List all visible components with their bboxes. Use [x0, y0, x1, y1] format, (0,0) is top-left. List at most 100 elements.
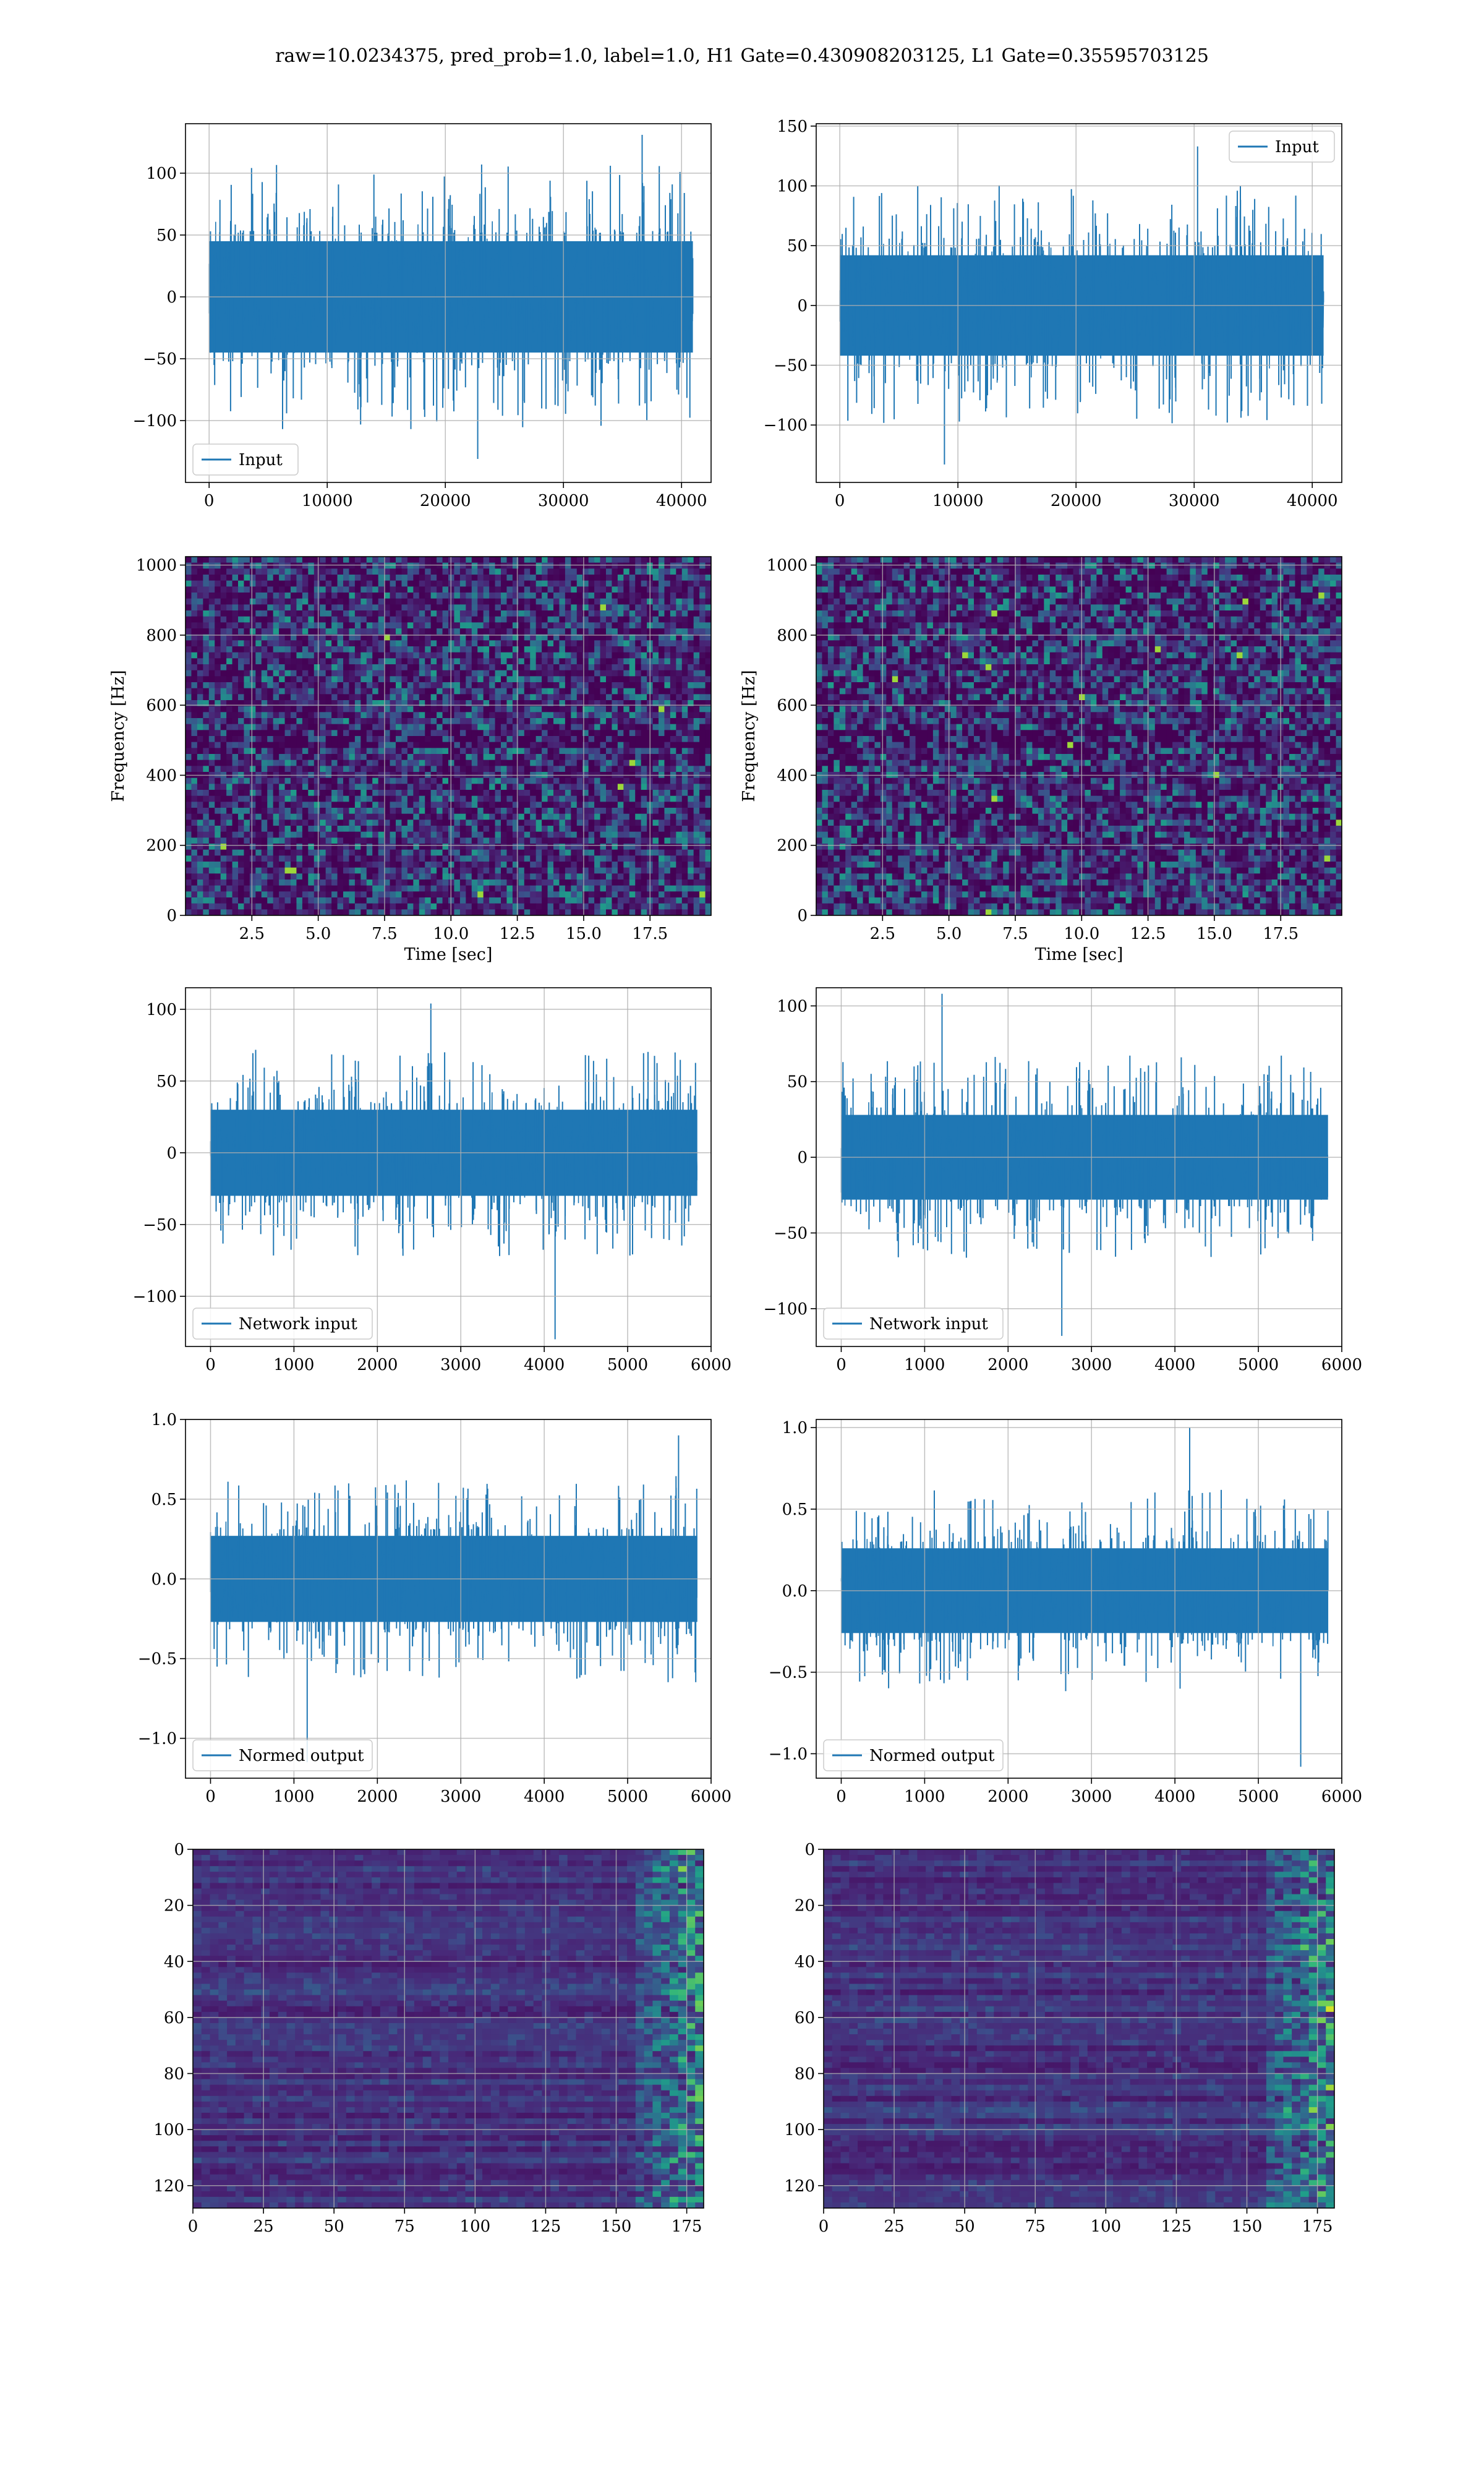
x-tick-label: 1000: [273, 1787, 314, 1806]
chart-row4-left: 0 1000 2000 3000 4000 5000 6000 −1.0 −0.5 0.0 0.5 1…: [138, 1411, 731, 1806]
x-tick-label: 7.5: [372, 925, 397, 943]
ticks: 0 10000 20000 30000 40000 −100 −50 0 50 100 150: [764, 118, 1338, 510]
x-tick-label: 3000: [440, 1787, 481, 1806]
y-tick-label: −100: [764, 1300, 808, 1319]
legend-frame: [1229, 131, 1335, 163]
x-tick-label: 2000: [357, 1787, 398, 1806]
y-tick-label: 1.0: [151, 1411, 177, 1429]
x-tick-label: 17.5: [1263, 925, 1298, 943]
y-tick-label: 200: [777, 837, 808, 855]
y-tick-label: 200: [146, 837, 177, 855]
axes-frame: [185, 1419, 712, 1779]
legend-frame: [192, 1739, 373, 1771]
plot-area: [186, 557, 711, 915]
ticks: 0 1000 2000 3000 4000 5000 6000 −100 −50 0 50 100: [764, 997, 1363, 1374]
grid: [823, 1849, 1334, 2208]
ticks: 0 25 50 75 100 125 150 175 0 20 40 60 80 100 120: [784, 1841, 1333, 2236]
x-tick-label: 6000: [1321, 1356, 1362, 1374]
y-tick-label: 40: [795, 1953, 815, 1971]
y-tick-label: 600: [777, 696, 808, 715]
x-tick-label: 5000: [607, 1356, 648, 1374]
x-tick-label: 12.5: [1130, 925, 1166, 943]
legend-frame: [192, 443, 299, 476]
x-tick-label: 17.5: [632, 925, 668, 943]
legend-frame: [823, 1739, 1004, 1771]
x-tick-label: 7.5: [1002, 925, 1028, 943]
x-tick-label: 4000: [1154, 1356, 1195, 1374]
axes-frame: [185, 556, 712, 916]
legend: Normed output: [192, 1739, 373, 1771]
x-tick-label: 1000: [273, 1356, 314, 1374]
x-axis-label: Time [sec]: [404, 945, 493, 964]
figure-title: raw=10.0234375, pred_prob=1.0, label=1.0…: [275, 45, 1209, 67]
axes-frame: [185, 987, 712, 1347]
x-tick-label: 20000: [420, 492, 471, 510]
x-tick-label: 6000: [691, 1356, 731, 1374]
ticks: 0 1000 2000 3000 4000 5000 6000 −1.0 −0.5 0.0 0.5 1…: [769, 1419, 1362, 1806]
plot-area: [816, 557, 1342, 915]
legend: Network input: [823, 1308, 1004, 1340]
heatmap-cells: [186, 557, 711, 915]
x-tick-label: 40000: [656, 492, 707, 510]
x-tick-label: 4000: [524, 1787, 565, 1806]
heatmap-cells: [824, 1849, 1334, 2208]
chart-row1-left: 0 10000 20000 30000 40000 −100 −50 0 50 100 Input: [133, 123, 712, 510]
x-tick-label: 2.5: [870, 925, 895, 943]
signal-spikes: [841, 1427, 1329, 1767]
y-tick-label: 120: [784, 2177, 815, 2196]
x-tick-label: 175: [672, 2217, 702, 2236]
y-tick-label: 0: [166, 288, 177, 307]
panels: 0 10000 20000 30000 40000−100−50050100Input0…: [109, 118, 1362, 2236]
legend-frame: [823, 1308, 1004, 1340]
y-tick-label: 0: [797, 907, 808, 925]
y-tick-label: 1000: [136, 557, 177, 575]
legend-label: Normed output: [239, 1747, 364, 1765]
x-tick-label: 125: [531, 2217, 561, 2236]
y-tick-label: 1.0: [782, 1419, 808, 1437]
x-tick-label: 10000: [302, 492, 353, 510]
x-tick-label: 150: [601, 2217, 632, 2236]
chart-row2-left: 2.5 5.0 7.5 10.0 12.5 15.0 17.5 0 200 400 600 800 10…: [109, 556, 712, 964]
y-tick-label: −100: [133, 1288, 177, 1306]
x-tick-label: 0: [205, 1787, 216, 1806]
grid: [816, 124, 1342, 482]
x-tick-label: 12.5: [500, 925, 535, 943]
y-tick-label: −50: [143, 350, 177, 369]
y-tick-label: −1.0: [138, 1730, 177, 1748]
y-axis-label: Frequency [Hz]: [740, 670, 759, 802]
axes-frame: [816, 556, 1342, 916]
y-tick-label: 20: [164, 1897, 184, 1915]
chart-row4-right: 0 1000 2000 3000 4000 5000 6000 −1.0 −0.5 0.0 0.5 1…: [769, 1419, 1362, 1806]
grid: [186, 124, 711, 482]
y-tick-label: 0.5: [782, 1500, 808, 1519]
plot-area: [840, 1427, 1329, 1767]
y-tick-label: 50: [156, 226, 177, 245]
chart-row1-right: 0 10000 20000 30000 40000 −100 −50 0 50 100 150 Inp…: [764, 118, 1342, 510]
axes-frame: [816, 1419, 1342, 1779]
y-tick-label: 0.0: [151, 1570, 177, 1589]
signal-spikes: [841, 993, 1321, 1336]
x-tick-label: 3000: [1071, 1787, 1112, 1806]
x-tick-label: 50: [955, 2217, 975, 2236]
x-tick-label: 1000: [904, 1787, 945, 1806]
signal-spikes: [211, 1003, 696, 1340]
y-tick-label: 50: [787, 1073, 808, 1092]
x-tick-label: 25: [884, 2217, 905, 2236]
signal-spikes: [210, 135, 692, 459]
heatmap-cells: [193, 1849, 704, 2208]
x-tick-label: 4000: [1154, 1787, 1195, 1806]
y-tick-label: 100: [153, 2121, 184, 2139]
y-tick-label: 60: [795, 2009, 815, 2027]
x-tick-label: 25: [254, 2217, 274, 2236]
x-tick-label: 30000: [538, 492, 589, 510]
y-tick-label: 100: [777, 997, 808, 1016]
y-tick-label: 100: [784, 2121, 815, 2139]
x-tick-label: 3000: [1071, 1356, 1112, 1374]
y-tick-label: 60: [164, 2009, 184, 2027]
x-tick-label: 0: [819, 2217, 829, 2236]
y-tick-label: 80: [795, 2065, 815, 2084]
y-tick-label: 400: [777, 766, 808, 785]
axes-frame: [816, 987, 1342, 1347]
x-tick-label: 4000: [524, 1356, 565, 1374]
x-tick-label: 6000: [1321, 1787, 1362, 1806]
